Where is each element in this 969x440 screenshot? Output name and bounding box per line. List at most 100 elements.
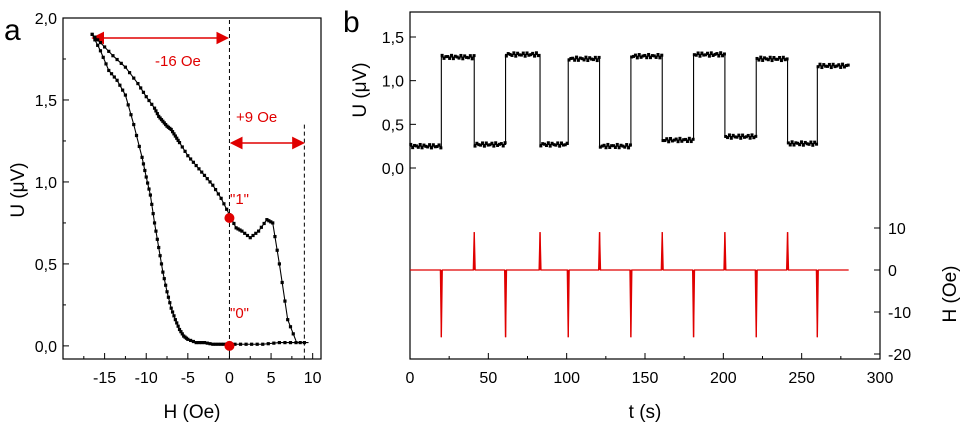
voltage-point <box>811 143 815 147</box>
voltage-point <box>833 65 837 69</box>
upper-branch-point <box>205 177 209 181</box>
lower-branch-point <box>129 113 133 117</box>
lower-branch-point <box>161 270 165 274</box>
voltage-point <box>565 141 569 145</box>
voltage-point <box>635 56 639 60</box>
voltage-point <box>742 135 746 139</box>
upper-branch-point <box>194 163 198 168</box>
upper-branch-point <box>175 136 179 140</box>
lower-branch-point <box>208 342 212 346</box>
voltage-point <box>776 57 780 61</box>
voltage-point <box>546 141 550 145</box>
voltage-point <box>479 143 483 147</box>
voltage-point <box>448 56 452 60</box>
lower-branch-point <box>146 181 150 185</box>
annotation-plus-9-oe: +9 Oe <box>236 109 277 126</box>
voltage-point <box>506 52 510 56</box>
upper-branch-point <box>150 102 154 106</box>
lower-branch-point <box>168 301 172 305</box>
lower-branch-point <box>244 342 248 346</box>
voltage-point <box>499 142 503 146</box>
voltage-point <box>508 52 512 56</box>
lower-branch-point <box>302 341 306 345</box>
lower-branch-point <box>283 341 287 345</box>
voltage-point <box>633 53 637 57</box>
voltage-point <box>786 141 790 145</box>
voltage-point <box>733 135 737 139</box>
voltage-point <box>841 62 845 66</box>
upper-branch-point <box>251 233 255 238</box>
voltage-point <box>727 133 731 137</box>
voltage-point <box>604 146 608 150</box>
voltage-point <box>689 140 693 144</box>
voltage-point <box>521 51 525 55</box>
voltage-point <box>805 142 809 146</box>
panel-a-y-ticks: 0,0 0,5 1,0 1,5 2,0 <box>35 11 69 356</box>
lower-branch-point <box>137 144 141 149</box>
voltage-point <box>569 56 573 60</box>
voltage-point <box>459 53 463 57</box>
voltage-point <box>426 145 430 149</box>
x-tick-label: 0 <box>406 370 415 387</box>
voltage-point <box>466 56 470 60</box>
voltage-point <box>809 140 813 144</box>
voltage-point <box>754 134 758 138</box>
voltage-point <box>531 51 535 55</box>
left-y-tick-label: 0,0 <box>382 161 404 178</box>
voltage-point <box>652 54 656 58</box>
voltage-point <box>559 141 563 145</box>
voltage-point <box>722 52 726 56</box>
lower-branch-point <box>222 342 226 346</box>
voltage-point <box>724 134 728 138</box>
voltage-point <box>684 137 688 141</box>
voltage-point <box>824 64 828 68</box>
voltage-point <box>739 136 743 140</box>
voltage-point <box>534 51 538 55</box>
upper-branch-point <box>236 227 240 231</box>
voltage-point <box>781 55 785 59</box>
y-tick-label: 0,5 <box>35 257 57 274</box>
x-tick-label: -10 <box>135 370 158 387</box>
voltage-point <box>543 142 547 146</box>
lower-branch-point <box>164 283 168 287</box>
voltage-point <box>580 57 584 61</box>
voltage-point <box>721 54 725 58</box>
lower-branch-point <box>109 72 114 76</box>
lower-branch-point <box>189 338 193 343</box>
voltage-point <box>503 141 507 145</box>
voltage-point <box>563 143 567 147</box>
panel-a-letter: a <box>4 14 21 47</box>
voltage-point <box>813 140 817 144</box>
voltage-point <box>669 136 673 140</box>
voltage-point <box>411 146 415 150</box>
voltage-point <box>792 143 796 147</box>
annotation-state-1: "1" <box>230 191 249 208</box>
voltage-point <box>757 58 761 62</box>
voltage-point <box>615 142 619 146</box>
voltage-trace <box>410 53 849 147</box>
panel-b-letter: b <box>343 6 360 39</box>
voltage-point <box>424 144 428 148</box>
upper-branch-point <box>111 54 115 58</box>
upper-branch-point <box>158 116 162 120</box>
upper-branch-point <box>155 112 159 116</box>
voltage-point <box>744 135 748 139</box>
voltage-point <box>477 143 481 147</box>
voltage-point <box>420 146 424 150</box>
lower-branch-point <box>132 122 136 127</box>
voltage-point <box>816 65 820 69</box>
voltage-point <box>450 53 454 57</box>
panel-a-guides <box>91 20 305 359</box>
panel-a-x-ticks: -15 -10 -5 0 5 10 <box>83 353 322 387</box>
voltage-point <box>475 141 479 145</box>
lower-branch-point <box>170 310 175 314</box>
voltage-point <box>700 51 704 55</box>
voltage-point <box>453 54 457 58</box>
lower-branch-point <box>134 133 139 138</box>
voltage-point <box>504 54 508 58</box>
x-tick-label: 300 <box>867 370 894 387</box>
voltage-point <box>455 55 459 59</box>
voltage-point <box>670 139 674 143</box>
lower-branch-point <box>277 341 281 345</box>
panel-a-frame <box>62 17 322 360</box>
